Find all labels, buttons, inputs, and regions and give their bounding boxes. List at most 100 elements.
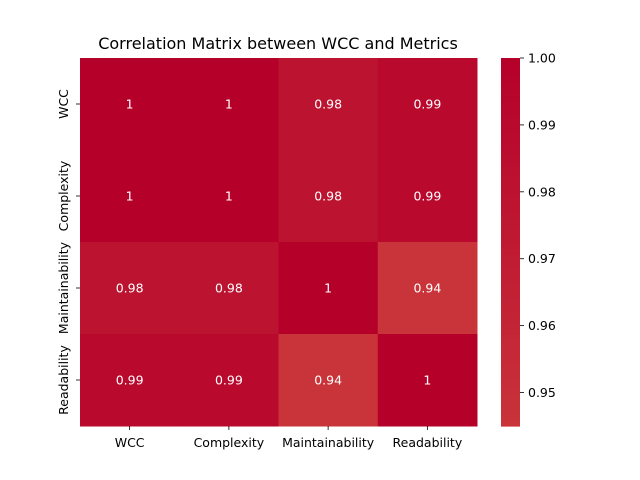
cell-value-label: 1 [225,97,233,112]
colorbar-segment [501,284,520,292]
cell-value-label: 0.94 [413,281,441,296]
colorbar-segment [501,64,520,71]
colorbar-segment [501,137,520,145]
cell-value-label: 1 [324,281,332,296]
colorbar-segment [501,217,520,225]
colorbar-tick-label: 0.96 [528,318,556,333]
colorbar-tick-label: 0.95 [528,385,556,400]
colorbar-segment [501,88,520,96]
heatmap-cell [377,150,478,243]
heatmap-cell [278,58,379,151]
heatmap-cell [179,334,279,427]
colorbar-segment [501,119,520,127]
cell-value-label: 0.99 [413,189,441,204]
colorbar-segment [501,248,520,255]
colorbar-segment [501,125,520,133]
cell-value-label: 0.98 [215,281,243,296]
colorbar-segment [501,327,520,335]
colorbar-segment [501,94,520,102]
colorbar-segment [501,205,520,212]
colorbar-tick-label: 0.97 [528,251,556,266]
cell-value-label: 0.99 [116,373,144,388]
colorbar-segment [501,70,520,77]
colorbar-segment [501,76,520,84]
colorbar-segment [501,407,520,415]
colorbar-segment [501,168,520,176]
y-tick-labels: WCC Complexity Maintainability Readability [56,89,80,415]
colorbar-segment [501,340,520,347]
colorbar-tick-label: 1.00 [528,51,556,66]
colorbar-segment [501,309,520,317]
colorbar-segment [501,352,520,360]
x-tick-label: WCC [115,435,145,450]
heatmap-cell [80,150,180,243]
colorbar-segment [501,107,520,114]
cell-value-label: 0.98 [314,97,342,112]
cell-value-label: 0.98 [314,189,342,204]
colorbar-segment [501,303,520,311]
colorbar-segment [501,223,520,231]
colorbar-segment [501,376,520,384]
colorbar: 0.95 0.96 0.97 0.98 0.99 1.00 [501,51,556,427]
colorbar-segment [501,180,520,188]
y-tick-label: Complexity [56,160,71,231]
colorbar-segment [501,58,520,65]
cell-value-label: 0.98 [116,281,144,296]
colorbar-segment [501,346,520,353]
colorbar-segment [501,150,520,157]
colorbar-segment [501,389,520,396]
heatmap-cell [278,242,379,335]
x-tick-labels: WCC Complexity Maintainability Readability [115,426,463,450]
colorbar-segment [501,364,520,372]
colorbar-segment [501,211,520,219]
colorbar-segment [501,278,520,286]
heatmap-cell [179,150,279,243]
colorbar-segment [501,358,520,366]
x-tick-label: Maintainability [282,435,375,450]
colorbar-segment [501,131,520,139]
heatmap-cell [80,242,180,335]
heatmap-cell [278,150,379,243]
colorbar-segment [501,199,520,206]
heatmap-cell [377,334,478,427]
colorbar-segment [501,413,520,421]
colorbar-segment [501,334,520,341]
colorbar-segment [501,162,520,169]
colorbar-segment [501,174,520,182]
x-tick-label: Readability [393,435,463,450]
cell-value-label: 1 [126,189,134,204]
colorbar-segment [501,321,520,329]
heatmap-cell [80,58,180,151]
heatmap-cell [278,334,379,427]
colorbar-segment [501,113,520,120]
colorbar-tick-label: 0.99 [528,117,556,132]
heatmap-cell [179,242,279,335]
chart-title: Correlation Matrix between WCC and Metri… [98,34,458,53]
colorbar-segment [501,143,520,151]
y-tick-label: WCC [56,89,71,119]
heatmap-cell [80,334,180,427]
colorbar-segment [501,254,520,261]
cell-value-label: 0.94 [314,373,342,388]
colorbar-segment [501,401,520,409]
colorbar-segment [501,291,520,298]
heatmap-cell [179,58,279,151]
cell-value-label: 1 [126,97,134,112]
cell-value-label: 1 [225,189,233,204]
y-tick-label: Readability [56,345,71,415]
colorbar-segment [501,242,520,249]
colorbar-segment [501,383,520,390]
colorbar-segment [501,235,520,243]
colorbar-segment [501,82,520,90]
heatmap-cells: 1 1 0.98 0.99 1 1 0.98 0.99 0.98 0.98 1 0.94 0.99 0.9… [80,58,478,427]
heatmap-cell [377,58,478,151]
colorbar-segment [501,419,520,427]
colorbar-segment [501,315,520,323]
heatmap-cell [377,242,478,335]
colorbar-tick-label: 0.98 [528,184,556,199]
cell-value-label: 1 [423,373,431,388]
colorbar-segment [501,100,520,108]
cell-value-label: 0.99 [215,373,243,388]
colorbar-segment [501,266,520,274]
